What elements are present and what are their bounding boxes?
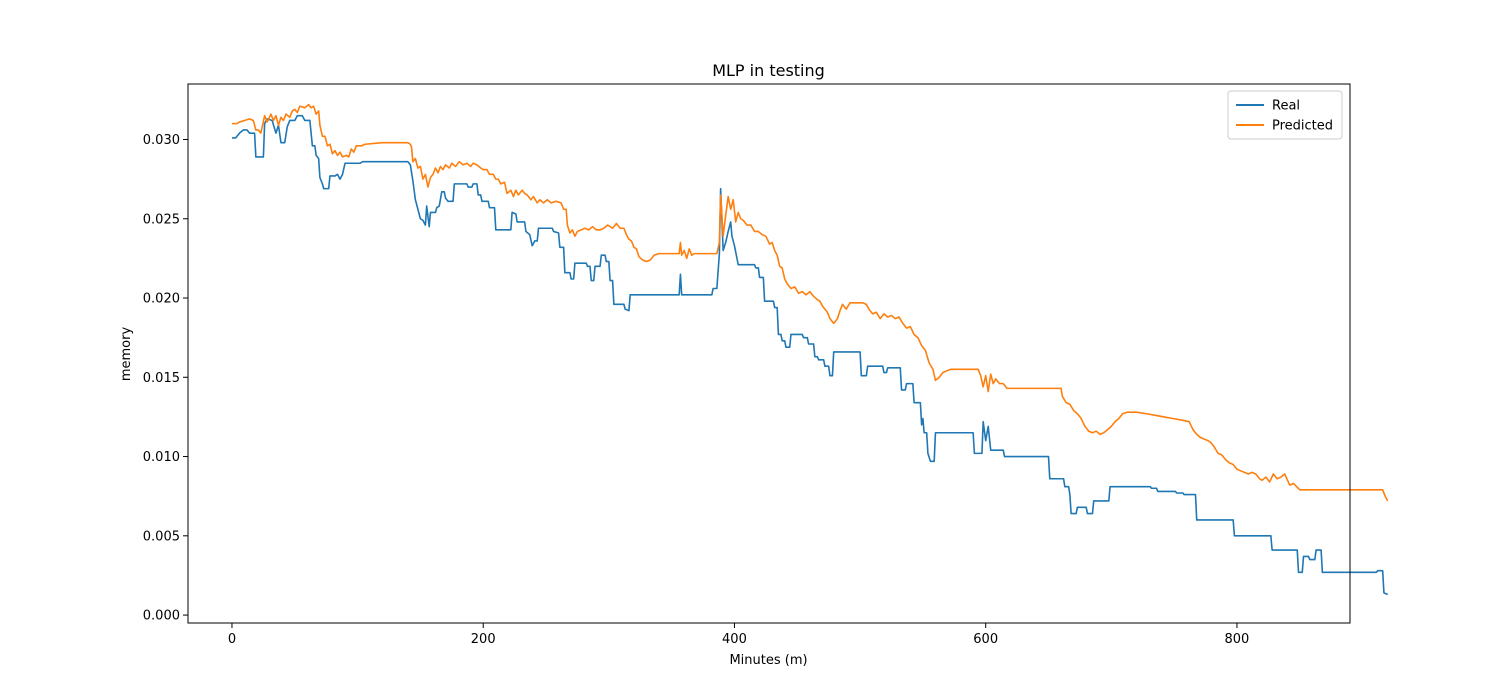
y-tick-label: 0.025 [143, 212, 180, 227]
series-line-predicted [231, 103, 1389, 502]
x-tick-label: 800 [1225, 632, 1250, 647]
y-tick-label: 0.020 [143, 292, 180, 307]
chart-title: MLP in testing [712, 61, 825, 80]
x-tick-label: 200 [471, 632, 496, 647]
legend-label-predicted: Predicted [1272, 119, 1333, 134]
y-axis: 0.000 0.005 0.010 0.015 0.020 0.025 0.030 [143, 133, 188, 624]
x-axis: 0 200 400 600 800 [228, 623, 1250, 647]
series-line-real [231, 114, 1388, 596]
y-tick-label: 0.010 [143, 450, 180, 465]
y-tick-label: 0.015 [143, 371, 180, 386]
y-tick-label: 0.005 [143, 529, 180, 544]
y-tick-label: 0.030 [143, 133, 180, 148]
x-tick-label: 0 [228, 632, 236, 647]
legend-box [1227, 90, 1343, 140]
legend: Real Predicted [1227, 90, 1343, 140]
plot-area [231, 103, 1389, 596]
legend-label-real: Real [1272, 99, 1300, 114]
x-tick-label: 600 [973, 632, 998, 647]
axes-frame [187, 83, 1351, 624]
x-tick-label: 400 [722, 632, 747, 647]
y-axis-label: memory [119, 327, 134, 382]
y-tick-label: 0.000 [143, 609, 180, 624]
x-axis-label: Minutes (m) [729, 653, 807, 668]
